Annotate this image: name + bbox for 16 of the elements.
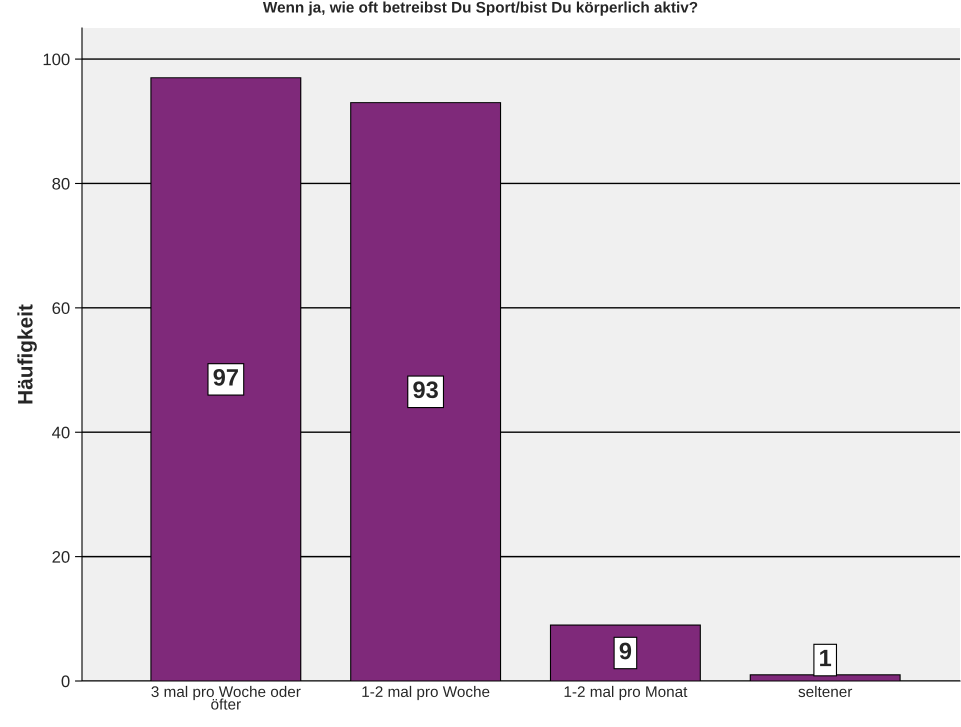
data-label: 93 xyxy=(413,381,438,398)
x-tick-label: 1-2 mal pro Woche xyxy=(362,686,490,700)
y-tick-label: 80 xyxy=(52,178,70,190)
chart-title: Wenn ja, wie oft betreibst Du Sport/bist Du körperlich aktiv? xyxy=(262,1,698,16)
y-tick-label: 20 xyxy=(52,551,70,563)
x-tick-label: 1-2 mal pro Monat xyxy=(564,686,688,700)
y-tick-label: 40 xyxy=(52,426,70,438)
data-label: 9 xyxy=(620,642,632,660)
y-tick-label: 0 xyxy=(62,675,70,688)
x-tick-label: seltener xyxy=(798,686,852,698)
y-tick-label: 100 xyxy=(44,53,70,66)
data-label: 1 xyxy=(820,650,832,666)
x-tick-label: 3 mal pro Woche oder öfter xyxy=(151,686,301,710)
y-axis-title: Häufigkeit xyxy=(17,304,37,404)
y-tick-label: 60 xyxy=(52,302,70,314)
data-label: 97 xyxy=(214,368,238,386)
